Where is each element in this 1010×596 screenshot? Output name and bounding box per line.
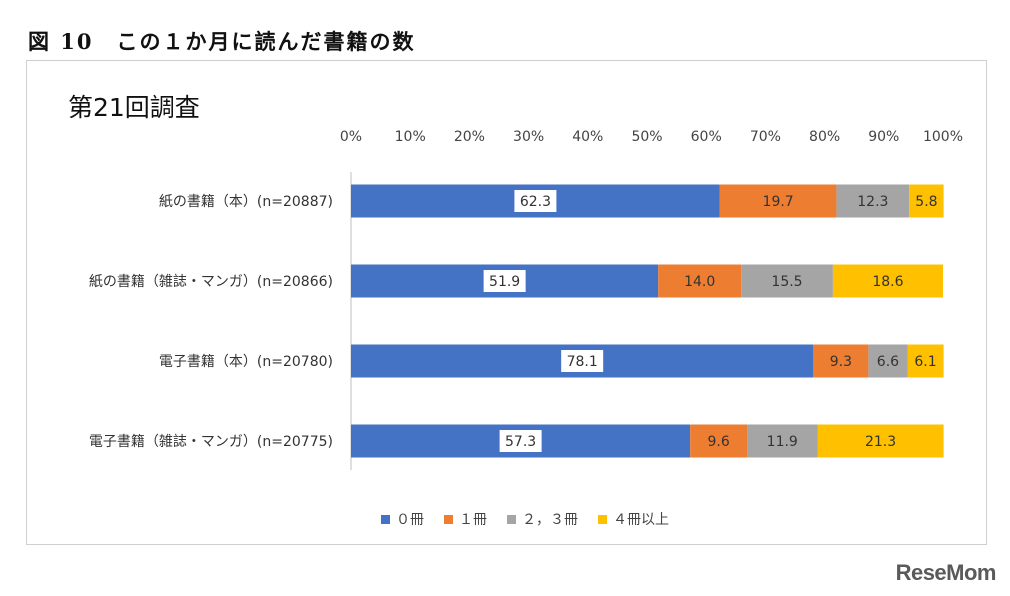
x-tick-label: 70%	[750, 129, 781, 145]
bar-segment	[741, 264, 833, 298]
data-label: 11.9	[767, 434, 798, 450]
x-tick-label: 90%	[868, 129, 899, 145]
x-tick-label: 40%	[572, 129, 603, 145]
bar-segment	[836, 184, 910, 218]
category-label: 電子書籍（雑誌・マンガ）(n=20775)	[89, 433, 333, 450]
data-label: 5.8	[915, 194, 937, 210]
x-tick-label: 20%	[454, 129, 485, 145]
legend-item-2: ２，３冊	[507, 509, 578, 529]
category-label: 電子書籍（本）(n=20780)	[159, 353, 333, 370]
legend-item-3: ４冊以上	[598, 509, 669, 529]
category-label: 紙の書籍（雑誌・マンガ）(n=20866)	[89, 273, 333, 290]
data-label-box	[499, 430, 542, 452]
data-label-box	[561, 350, 604, 372]
bar-segment	[747, 424, 818, 458]
legend-label-2: ２，３冊	[522, 512, 578, 528]
data-label: 15.5	[771, 274, 802, 290]
data-label: 6.1	[914, 354, 936, 370]
legend-swatch-0	[381, 514, 390, 524]
data-label: 6.6	[877, 354, 899, 370]
bar-segment	[690, 424, 748, 458]
bar-segment	[868, 344, 908, 378]
x-tick-label: 60%	[691, 129, 722, 145]
bar-segment	[817, 424, 944, 458]
data-label: 14.0	[684, 274, 715, 290]
chart-frame	[26, 60, 987, 545]
legend-label-0: ０冊	[396, 512, 424, 528]
data-label: 12.3	[857, 194, 888, 210]
data-label: 18.6	[872, 274, 903, 290]
data-label: 19.7	[763, 194, 794, 210]
data-label: 51.9	[489, 274, 520, 290]
bar-segment	[909, 184, 944, 218]
data-label: 78.1	[567, 354, 598, 370]
legend-swatch-1	[444, 514, 453, 524]
legend: ０冊 １冊 ２，３冊 ４冊以上	[0, 509, 1010, 529]
bar-segment	[832, 264, 943, 298]
data-label: 21.3	[865, 434, 896, 450]
data-label: 9.3	[830, 354, 852, 370]
legend-item-1: １冊	[444, 509, 487, 529]
legend-label-1: １冊	[459, 512, 487, 528]
data-label: 62.3	[520, 194, 551, 210]
bar-segment	[813, 344, 869, 378]
legend-label-3: ４冊以上	[613, 512, 669, 528]
survey-label: 第21回調査	[68, 93, 200, 122]
data-label: 57.3	[505, 434, 536, 450]
bar-segment	[658, 264, 742, 298]
x-tick-label: 100%	[923, 129, 963, 145]
category-label: 紙の書籍（本）(n=20887)	[159, 193, 333, 210]
figure-title: 図 10 この１か月に読んだ書籍の数	[28, 29, 416, 54]
legend-swatch-3	[598, 514, 607, 524]
data-label: 9.6	[707, 434, 729, 450]
x-tick-label: 50%	[631, 129, 662, 145]
bar-segment	[907, 344, 944, 378]
resemom-logo: ReseMom	[895, 560, 997, 585]
data-label-box	[483, 270, 526, 292]
data-label-box	[514, 190, 557, 212]
x-tick-label: 10%	[395, 129, 426, 145]
x-tick-label: 80%	[809, 129, 840, 145]
legend-swatch-2	[507, 514, 516, 524]
x-tick-label: 30%	[513, 129, 544, 145]
bar-segment	[719, 184, 837, 218]
x-tick-label: 0%	[340, 129, 362, 145]
legend-item-0: ０冊	[381, 509, 424, 529]
